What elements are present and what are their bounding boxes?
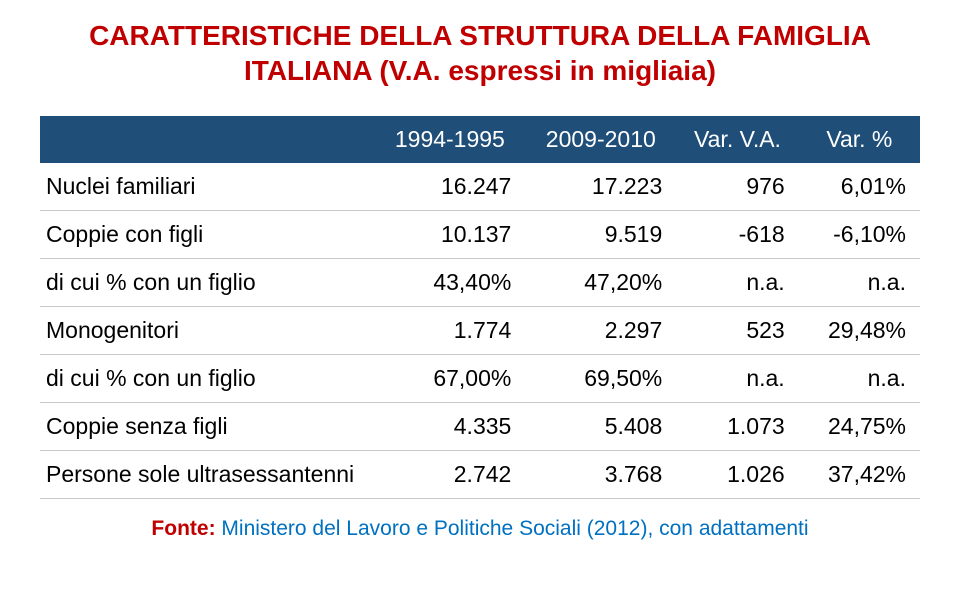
cell: n.a.: [799, 355, 920, 403]
table-row: Monogenitori 1.774 2.297 523 29,48%: [40, 307, 920, 355]
cell: n.a.: [676, 259, 798, 307]
cell: -6,10%: [799, 211, 920, 259]
source-prefix: Fonte:: [151, 517, 215, 540]
col-header-blank: [40, 116, 374, 163]
cell: 16.247: [374, 163, 525, 211]
cell: n.a.: [676, 355, 798, 403]
cell: 29,48%: [799, 307, 920, 355]
cell: 3.768: [525, 451, 676, 499]
col-header-2009: 2009-2010: [525, 116, 676, 163]
title-line-2: ITALIANA (V.A. espressi in migliaia): [40, 53, 920, 88]
data-table: 1994-1995 2009-2010 Var. V.A. Var. % Nuc…: [40, 116, 920, 499]
cell: 4.335: [374, 403, 525, 451]
cell: 37,42%: [799, 451, 920, 499]
table-row: Nuclei familiari 16.247 17.223 976 6,01%: [40, 163, 920, 211]
source-line: Fonte: Ministero del Lavoro e Politiche …: [40, 517, 920, 541]
table-row: di cui % con un figlio 43,40% 47,20% n.a…: [40, 259, 920, 307]
row-label: di cui % con un figlio: [40, 355, 374, 403]
cell: 5.408: [525, 403, 676, 451]
row-label: di cui % con un figlio: [40, 259, 374, 307]
col-header-var-va: Var. V.A.: [676, 116, 798, 163]
row-label: Coppie senza figli: [40, 403, 374, 451]
cell: 1.774: [374, 307, 525, 355]
cell: 24,75%: [799, 403, 920, 451]
cell: 47,20%: [525, 259, 676, 307]
cell: 17.223: [525, 163, 676, 211]
table-row: di cui % con un figlio 67,00% 69,50% n.a…: [40, 355, 920, 403]
cell: 2.742: [374, 451, 525, 499]
cell: 2.297: [525, 307, 676, 355]
cell: 523: [676, 307, 798, 355]
cell: n.a.: [799, 259, 920, 307]
col-header-1994: 1994-1995: [374, 116, 525, 163]
cell: 43,40%: [374, 259, 525, 307]
table-header-row: 1994-1995 2009-2010 Var. V.A. Var. %: [40, 116, 920, 163]
cell: 976: [676, 163, 798, 211]
title-block: CARATTERISTICHE DELLA STRUTTURA DELLA FA…: [40, 18, 920, 88]
row-label: Persone sole ultrasessantenni: [40, 451, 374, 499]
cell: 9.519: [525, 211, 676, 259]
table-row: Persone sole ultrasessantenni 2.742 3.76…: [40, 451, 920, 499]
col-header-var-pct: Var. %: [799, 116, 920, 163]
row-label: Monogenitori: [40, 307, 374, 355]
table-row: Coppie con figli 10.137 9.519 -618 -6,10…: [40, 211, 920, 259]
cell: 1.026: [676, 451, 798, 499]
cell: 10.137: [374, 211, 525, 259]
row-label: Nuclei familiari: [40, 163, 374, 211]
cell: 67,00%: [374, 355, 525, 403]
cell: -618: [676, 211, 798, 259]
slide-page: CARATTERISTICHE DELLA STRUTTURA DELLA FA…: [0, 0, 960, 615]
row-label: Coppie con figli: [40, 211, 374, 259]
title-line-1: CARATTERISTICHE DELLA STRUTTURA DELLA FA…: [40, 18, 920, 53]
cell: 1.073: [676, 403, 798, 451]
cell: 6,01%: [799, 163, 920, 211]
table-row: Coppie senza figli 4.335 5.408 1.073 24,…: [40, 403, 920, 451]
cell: 69,50%: [525, 355, 676, 403]
source-text: Ministero del Lavoro e Politiche Sociali…: [216, 517, 809, 540]
